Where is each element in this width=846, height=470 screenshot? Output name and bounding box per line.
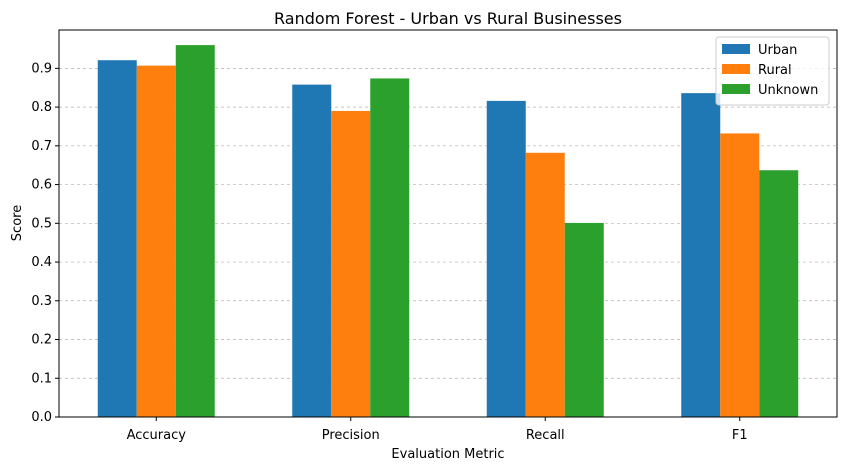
- y-tick-label: 0.6: [31, 178, 52, 193]
- legend-label-unknown: Unknown: [758, 83, 818, 98]
- x-tick-label: Accuracy: [127, 428, 187, 443]
- bar-rural-accuracy: [136, 65, 176, 417]
- bar-urban-precision: [292, 84, 332, 418]
- legend-swatch-rural: [722, 64, 750, 74]
- bar-rural-recall: [525, 152, 565, 417]
- y-tick-label: 0.0: [31, 410, 52, 425]
- legend-swatch-urban: [722, 44, 750, 54]
- y-tick-label: 0.8: [31, 100, 52, 115]
- bar-rural-precision: [331, 110, 371, 418]
- legend-swatch-unknown: [722, 84, 750, 94]
- y-tick-label: 0.5: [31, 216, 52, 231]
- bars: [97, 45, 799, 418]
- legend: Urban Rural Unknown: [715, 36, 830, 106]
- y-axis-label: Score: [10, 205, 25, 241]
- bar-urban-f1: [681, 93, 721, 418]
- bar-urban-recall: [486, 100, 526, 417]
- y-tick-label: 0.9: [31, 61, 52, 76]
- x-axis: Accuracy Precision Recall F1: [127, 417, 748, 443]
- bar-unknown-recall: [564, 222, 604, 417]
- legend-label-urban: Urban: [758, 43, 797, 58]
- x-axis-label: Evaluation Metric: [391, 447, 504, 462]
- x-tick-label: Recall: [526, 428, 565, 443]
- legend-label-rural: Rural: [758, 63, 792, 78]
- x-tick-label: F1: [732, 428, 748, 443]
- bar-unknown-accuracy: [175, 45, 215, 418]
- bar-unknown-precision: [370, 78, 410, 417]
- y-tick-label: 0.4: [31, 255, 52, 270]
- y-tick-label: 0.7: [31, 139, 52, 154]
- x-tick-label: Precision: [322, 428, 380, 443]
- y-tick-label: 0.1: [31, 371, 52, 386]
- bar-urban-accuracy: [97, 60, 137, 417]
- bar-unknown-f1: [759, 170, 799, 417]
- y-tick-label: 0.2: [31, 333, 52, 348]
- chart-title: Random Forest - Urban vs Rural Businesse…: [274, 9, 622, 28]
- bar-rural-f1: [720, 133, 760, 417]
- y-tick-label: 0.3: [31, 294, 52, 309]
- y-axis: 0.0 0.1 0.2 0.3 0.4 0.5 0.6 0.7 0.8 0.9: [31, 61, 59, 425]
